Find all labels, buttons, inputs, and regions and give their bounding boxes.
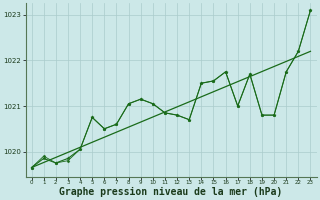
X-axis label: Graphe pression niveau de la mer (hPa): Graphe pression niveau de la mer (hPa) xyxy=(60,186,283,197)
